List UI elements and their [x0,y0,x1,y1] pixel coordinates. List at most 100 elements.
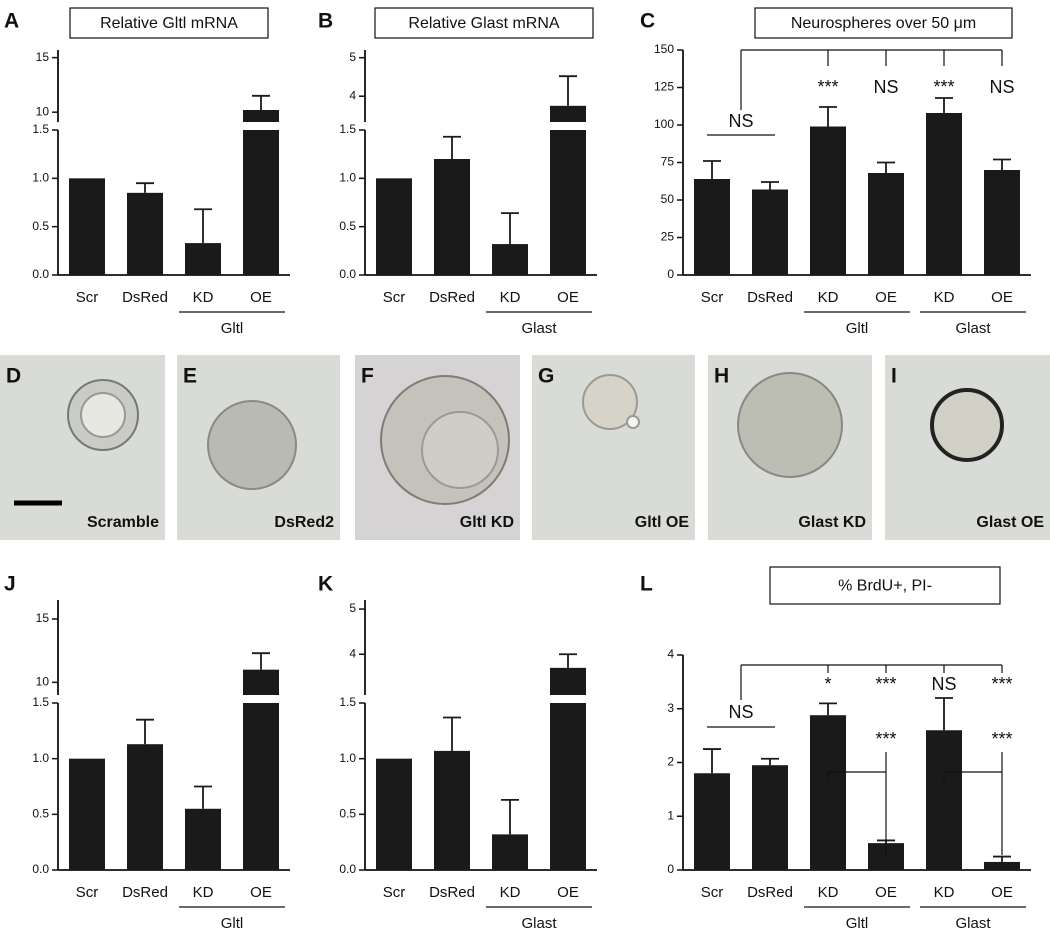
x-tick-label: KD [818,289,839,306]
bar [810,126,846,275]
y-tick-label: 75 [661,155,675,169]
photo-letter: H [714,365,729,388]
neurosphere [421,411,499,489]
bar [752,765,788,870]
photo-letter: G [538,365,554,388]
significance-label: *** [875,674,896,694]
x-tick-label: KD [500,289,521,306]
y-tick-label: 125 [654,80,674,94]
bar-upper [243,669,279,695]
bar [868,173,904,275]
y-tick-label: 10 [36,675,50,689]
x-tick-label: DsRed [747,289,793,306]
y-tick-label: 100 [654,117,674,131]
significance-label: *** [817,77,838,97]
significance-label: * [824,674,831,694]
y-tick-label: 4 [667,647,674,661]
bar [376,758,412,870]
x-tick-label: DsRed [122,289,168,306]
significance-label: NS [931,674,956,694]
y-tick-label: 4 [349,646,356,660]
x-tick-label: OE [991,884,1013,901]
x-tick-label: Scr [76,884,99,901]
x-tick-label: OE [557,289,579,306]
bar-lower [550,703,586,870]
y-tick-label: 1.5 [339,122,356,136]
x-tick-label: KD [500,884,521,901]
bar [69,758,105,870]
y-tick-label: 0.0 [339,267,356,281]
significance-label: *** [933,77,954,97]
photo-label: Gltl KD [460,514,514,531]
x-tick-label: DsRed [747,884,793,901]
significance-label: *** [875,729,896,749]
neurosphere [930,388,1004,462]
y-tick-label: 4 [349,88,356,102]
bar [984,861,1020,870]
y-tick-label: 1.0 [32,171,49,185]
photo [0,355,165,540]
photo-letter: I [891,365,897,388]
bar-lower [243,703,279,870]
neurosphere [582,374,638,430]
bar-upper [243,110,279,122]
photo-label: Scramble [87,514,159,531]
y-tick-label: 1.0 [32,751,49,765]
x-tick-label: DsRed [122,884,168,901]
significance-label: NS [873,77,898,97]
y-tick-label: 0.5 [32,219,49,233]
y-tick-label: 3 [667,701,674,715]
photo-letter: F [361,365,374,388]
significance-label: NS [989,77,1014,97]
x-tick-label: KD [193,884,214,901]
group-label: Gltl [221,320,244,337]
panel-letter: L [640,573,653,596]
bar [185,808,221,870]
y-tick-label: 0.5 [339,219,356,233]
significance-label: NS [728,702,753,722]
y-tick-label: 0.0 [32,862,49,876]
x-tick-label: OE [991,289,1013,306]
y-tick-label: 15 [36,50,50,64]
y-tick-label: 15 [36,611,50,625]
y-tick-label: 1.0 [339,171,356,185]
bar [185,243,221,275]
photo-label: Glast OE [976,514,1044,531]
y-tick-label: 150 [654,42,674,56]
y-tick-label: 1.5 [32,695,49,709]
x-tick-label: Scr [701,289,724,306]
x-tick-label: KD [193,289,214,306]
group-label: Gltl [846,915,869,932]
y-tick-label: 5 [349,601,356,615]
x-tick-label: OE [557,884,579,901]
y-tick-label: 1.0 [339,751,356,765]
bar [926,730,962,870]
y-tick-label: 1 [667,808,674,822]
photo-label: Glast KD [798,514,866,531]
group-label: Glast [521,320,557,337]
chart-title: % BrdU+, PI- [838,578,932,595]
bar-lower [243,130,279,275]
panel-letter: A [4,10,19,33]
bar [810,715,846,870]
bar-lower [550,130,586,275]
bar [752,189,788,275]
x-tick-label: Scr [76,289,99,306]
significance-label: NS [728,111,753,131]
y-tick-label: 0 [667,862,674,876]
bar [127,192,163,275]
title-box [374,7,594,39]
chart-title: Neurospheres over 50 μm [791,15,976,32]
neurosphere [207,400,297,490]
bar [694,773,730,870]
y-tick-label: 50 [661,192,675,206]
photo-letter: E [183,365,197,388]
panel-letter: B [318,10,333,33]
chart-title: Relative Glast mRNA [408,15,559,32]
y-tick-label: 5 [349,50,356,64]
bar [69,178,105,275]
y-tick-label: 0.0 [32,267,49,281]
x-tick-label: Scr [701,884,724,901]
bar [694,179,730,275]
